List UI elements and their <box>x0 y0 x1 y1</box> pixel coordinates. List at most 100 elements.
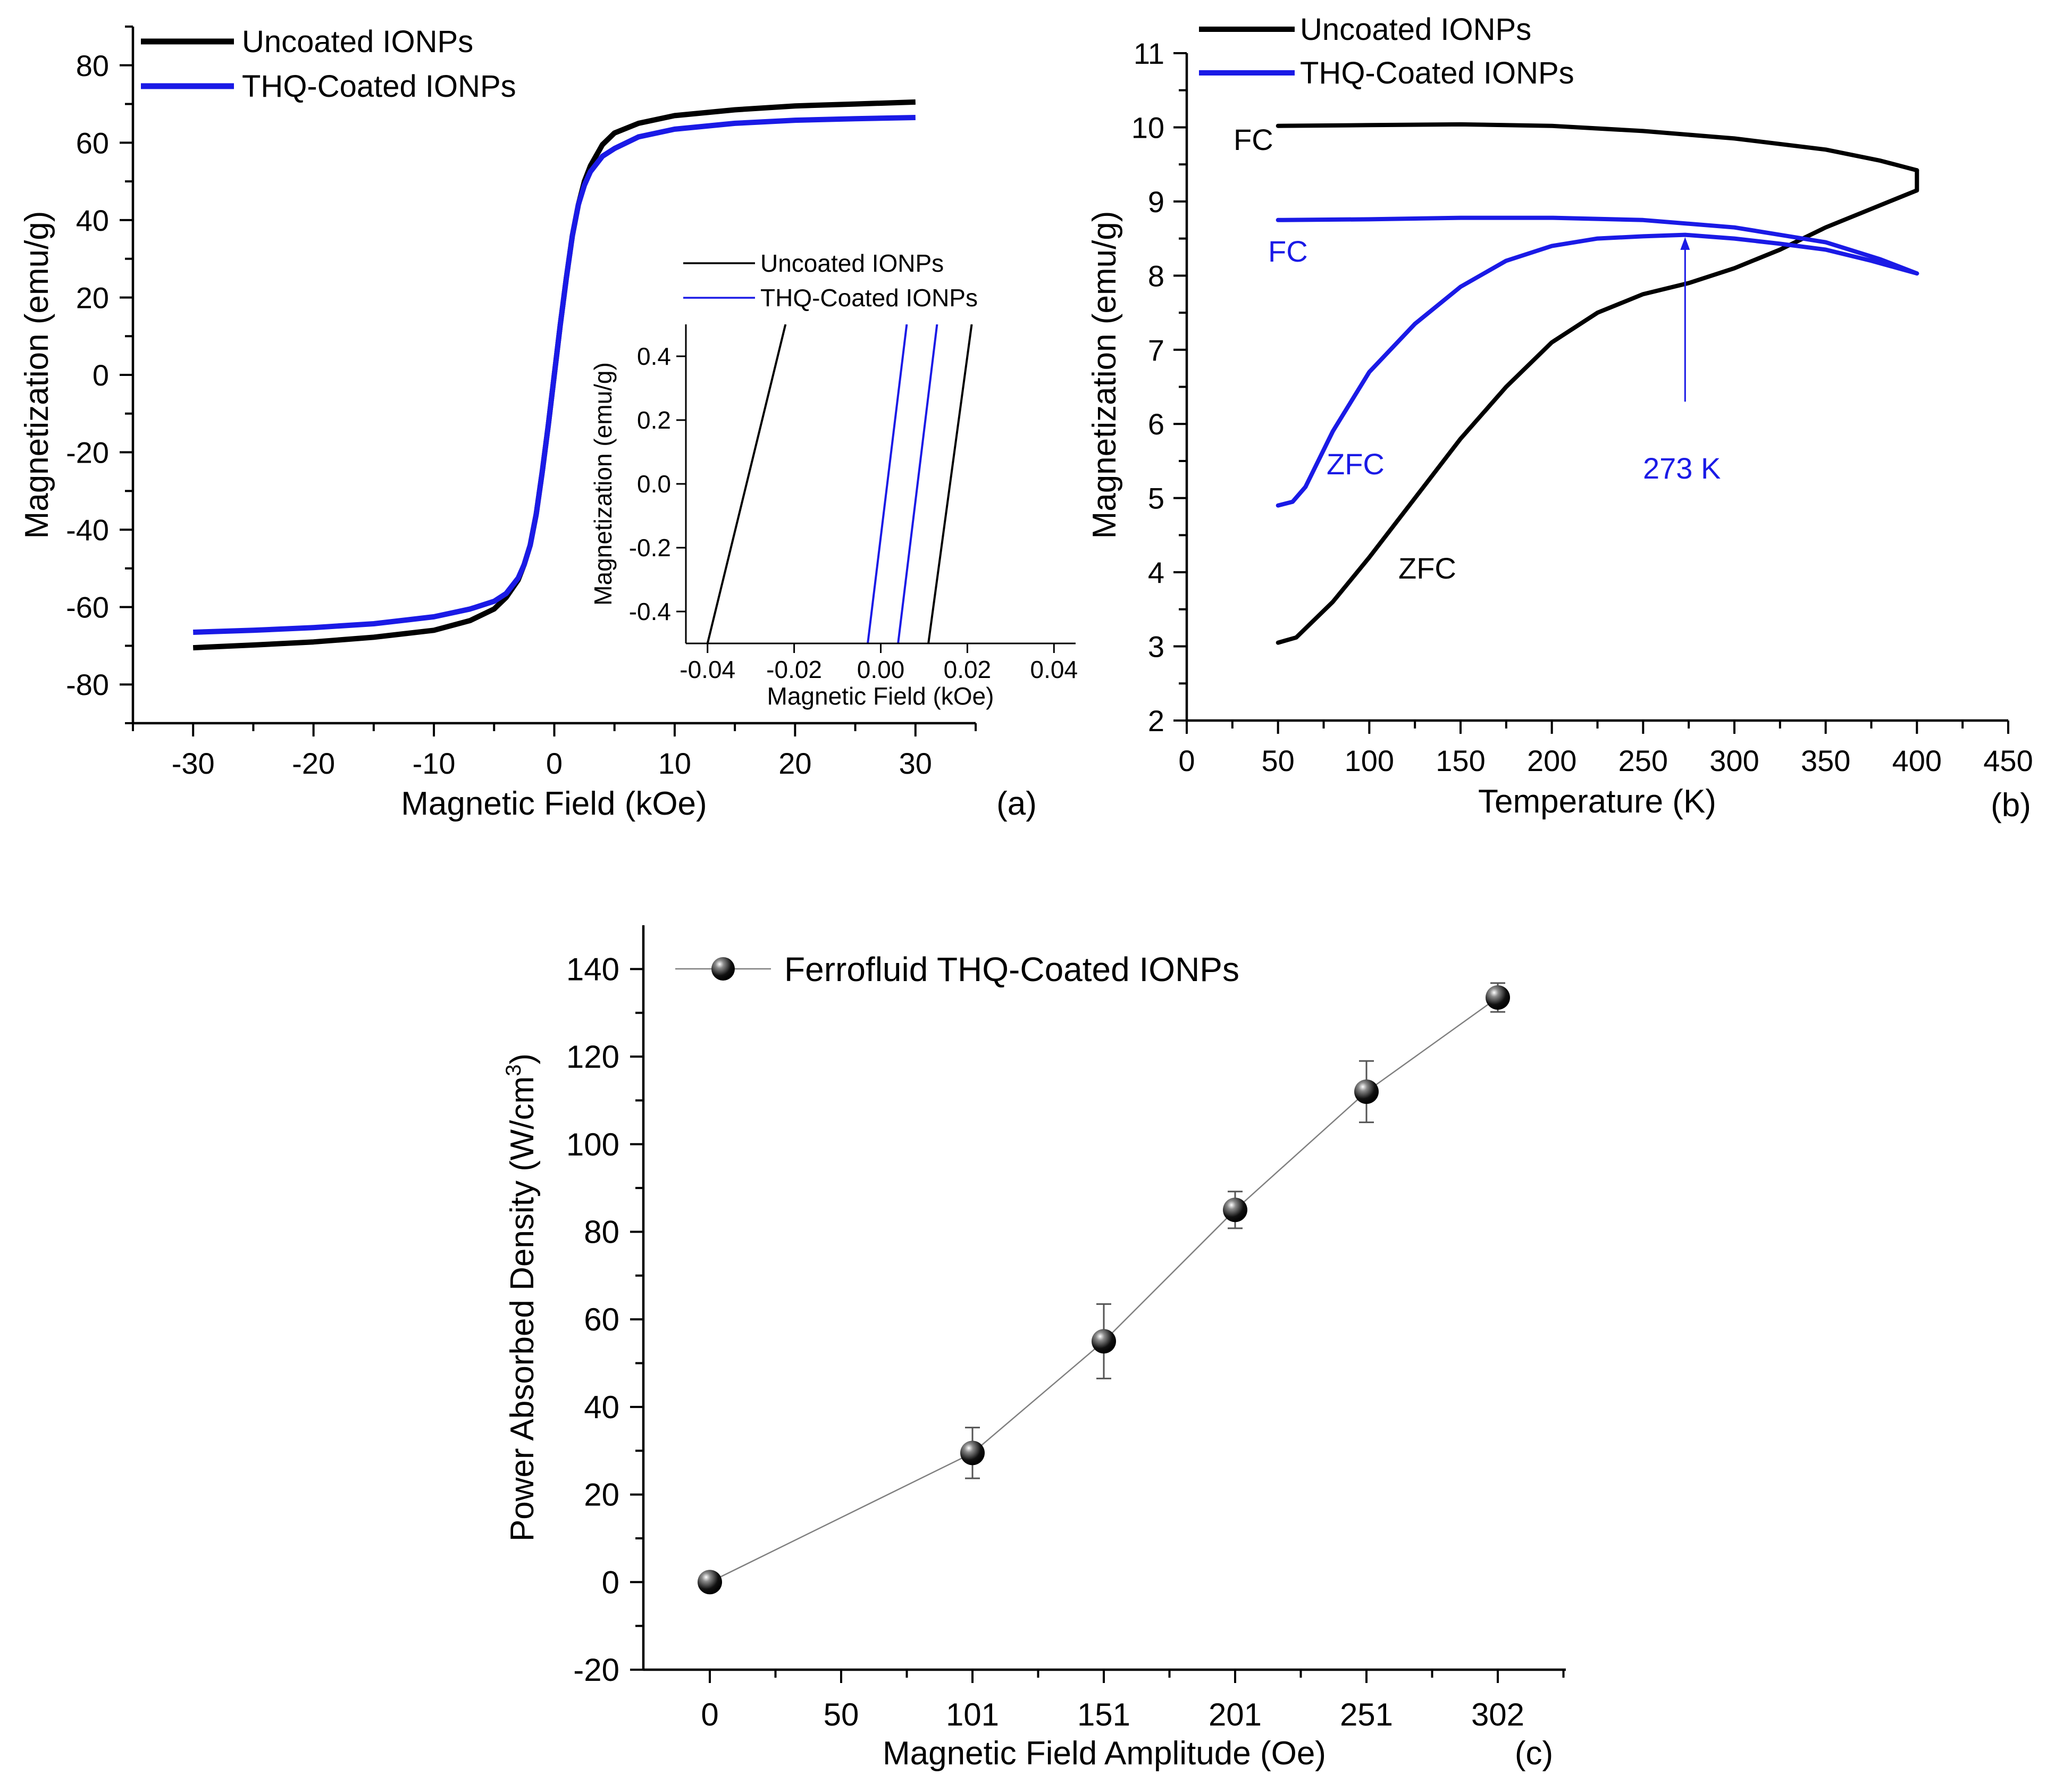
x-tick-label: 151 <box>1077 1697 1130 1732</box>
x-tick-label: 50 <box>1262 744 1295 777</box>
panel-a-legend: Uncoated IONPs THQ-Coated IONPs <box>141 24 516 104</box>
x-tick-label: 0 <box>546 747 563 780</box>
x-tick-label: -20 <box>292 747 335 780</box>
y-tick-label: 80 <box>76 49 109 82</box>
series-line-thq-coated <box>193 115 916 635</box>
inset-y-tick-label: 0.4 <box>637 342 671 370</box>
y-tick-label: 0 <box>93 358 109 392</box>
inset-legend-label-uncoated: Uncoated IONPs <box>760 249 944 277</box>
y-tick-label: 10 <box>1131 111 1164 144</box>
inset-line-thq-coated <box>897 324 938 643</box>
y-tick-label: -20 <box>66 436 109 470</box>
x-tick-label: 0 <box>701 1697 718 1732</box>
panel-b-label: (b) <box>1991 787 2031 824</box>
panel-a: -30 -20 -10 0 10 20 30 -80 -60 -40 -20 0 20 40 60 80 Ma… <box>19 24 1078 822</box>
y-tick-label: 60 <box>76 126 109 160</box>
data-point <box>1486 985 1510 1010</box>
y-tick-label: 2 <box>1148 704 1164 738</box>
x-tick-label: 30 <box>899 747 932 780</box>
inset-x-tick-label: -0.02 <box>766 656 822 683</box>
data-point <box>1092 1329 1116 1354</box>
y-tick-label: 5 <box>1148 482 1164 515</box>
y-tick-label: 80 <box>584 1214 619 1250</box>
y-tick-label: -60 <box>66 591 109 624</box>
panel-a-y-title: Magnetization (emu/g) <box>19 211 55 539</box>
series-line-uncoated-ionps-fc <box>1276 122 1919 173</box>
inset-x-tick-label: 0.02 <box>944 656 992 683</box>
x-tick-label: 101 <box>946 1697 999 1732</box>
y-tick-label: 9 <box>1148 185 1164 219</box>
panel-b-annotations: FC FC ZFC ZFC 273 K <box>1234 123 1721 585</box>
x-tick-label: 302 <box>1471 1697 1524 1732</box>
y-tick-label: 120 <box>566 1039 619 1075</box>
x-tick-label: 251 <box>1340 1697 1393 1732</box>
x-tick-label: 350 <box>1801 744 1850 777</box>
inset-line-uncoated <box>706 324 787 643</box>
x-tick-label: 150 <box>1436 744 1485 777</box>
panel-a-label: (a) <box>996 785 1037 822</box>
panel-c-y-title: Power Absorbed Density (W/cm3) <box>502 1053 541 1542</box>
y-tick-label: 140 <box>566 951 619 987</box>
panel-a-ticks: -30 -20 -10 0 10 20 30 -80 -60 -40 -20 0 20 40 60 80 <box>66 26 977 780</box>
y-tick-label: 4 <box>1148 556 1164 589</box>
legend-swatch-marker <box>711 957 735 981</box>
panel-c-y-title-suffix: ) <box>504 1053 541 1065</box>
inset-x-title: Magnetic Field (kOe) <box>767 682 994 710</box>
y-tick-label: 40 <box>76 204 109 237</box>
inset-y-tick-label: -0.4 <box>629 598 671 625</box>
x-tick-label: 201 <box>1209 1697 1262 1732</box>
series-line-thq-coated-ionps-zfc <box>1276 232 1919 508</box>
annotation-fc-thq-coated: FC <box>1268 235 1308 268</box>
inset-line-uncoated <box>927 324 973 643</box>
legend-label-ferrofluid: Ferrofluid THQ-Coated IONPs <box>784 950 1239 989</box>
panel-c-legend: Ferrofluid THQ-Coated IONPs <box>675 950 1239 989</box>
annotation-zfc-thq-coated: ZFC <box>1327 447 1385 481</box>
x-tick-label: 450 <box>1983 744 2033 777</box>
x-tick-label: 200 <box>1527 744 1576 777</box>
inset-legend-label-thq-coated: THQ-Coated IONPs <box>760 284 978 312</box>
annotation-zfc-uncoated: ZFC <box>1398 551 1456 585</box>
panel-c: 0 50 101 151 201 251 302-20020406080100120140 … <box>502 925 1566 1772</box>
legend-label-thq-coated: THQ-Coated IONPs <box>1300 56 1574 90</box>
annotation-fc-uncoated: FC <box>1234 123 1273 156</box>
panel-b-series <box>1276 122 1919 645</box>
panel-c-label: (c) <box>1515 1735 1553 1772</box>
panel-b-legend: Uncoated IONPs THQ-Coated IONPs <box>1199 12 1574 90</box>
data-point <box>1223 1198 1247 1222</box>
inset-y-tick-label: 0.0 <box>637 470 671 498</box>
panel-c-series <box>698 982 1510 1595</box>
y-tick-label: 100 <box>566 1127 619 1162</box>
panel-b: 0 50 100 150 200 250 300 350 400 450234567891011 … <box>1086 12 2033 824</box>
x-tick-label: 300 <box>1709 744 1759 777</box>
annotation-273k: 273 K <box>1643 451 1721 485</box>
inset-series <box>706 324 973 643</box>
y-tick-label: -20 <box>573 1652 619 1688</box>
y-tick-label: 6 <box>1148 407 1164 441</box>
panel-c-x-title: Magnetic Field Amplitude (Oe) <box>883 1735 1326 1772</box>
panel-b-x-title: Temperature (K) <box>1478 783 1716 820</box>
panel-a-series <box>192 99 916 651</box>
panel-a-x-title: Magnetic Field (kOe) <box>401 785 707 822</box>
y-tick-label: 7 <box>1148 333 1164 367</box>
x-tick-label: 0 <box>1178 744 1195 777</box>
panel-c-y-title-main: Power Absorbed Density (W/cm <box>504 1076 541 1542</box>
data-point <box>960 1441 985 1466</box>
x-tick-label: 400 <box>1892 744 1942 777</box>
data-point <box>1354 1079 1379 1104</box>
inset-y-title: Magnetization (emu/g) <box>589 362 617 606</box>
inset-x-tick-label: 0.04 <box>1030 656 1078 683</box>
y-tick-label: 20 <box>76 281 109 314</box>
x-tick-label: 20 <box>778 747 811 780</box>
panel-b-y-title: Magnetization (emu/g) <box>1086 211 1123 539</box>
panel-c-ticks: 0 50 101 151 201 251 302 -20 0 20 40 60 80 100 120 140 <box>566 951 1565 1732</box>
x-tick-label: 100 <box>1345 744 1394 777</box>
panel-a-inset: -0.04 -0.02 0.00 0.02 0.04-0.4-0.20.00.20.4 … <box>589 249 1078 710</box>
x-tick-label: 250 <box>1618 744 1668 777</box>
panel-b-ticks: 0 50 100 150 200 250 300 350 400 450 2 3 4 5 6 7 8 9 10 11 <box>1131 37 2033 777</box>
y-tick-label: 11 <box>1134 37 1164 70</box>
series-line-uncoated-ionps-zfc <box>1276 168 1919 645</box>
inset-y-tick-label: 0.2 <box>637 406 671 434</box>
legend-label-uncoated: Uncoated IONPs <box>242 24 473 59</box>
x-tick-label: -30 <box>172 747 215 780</box>
